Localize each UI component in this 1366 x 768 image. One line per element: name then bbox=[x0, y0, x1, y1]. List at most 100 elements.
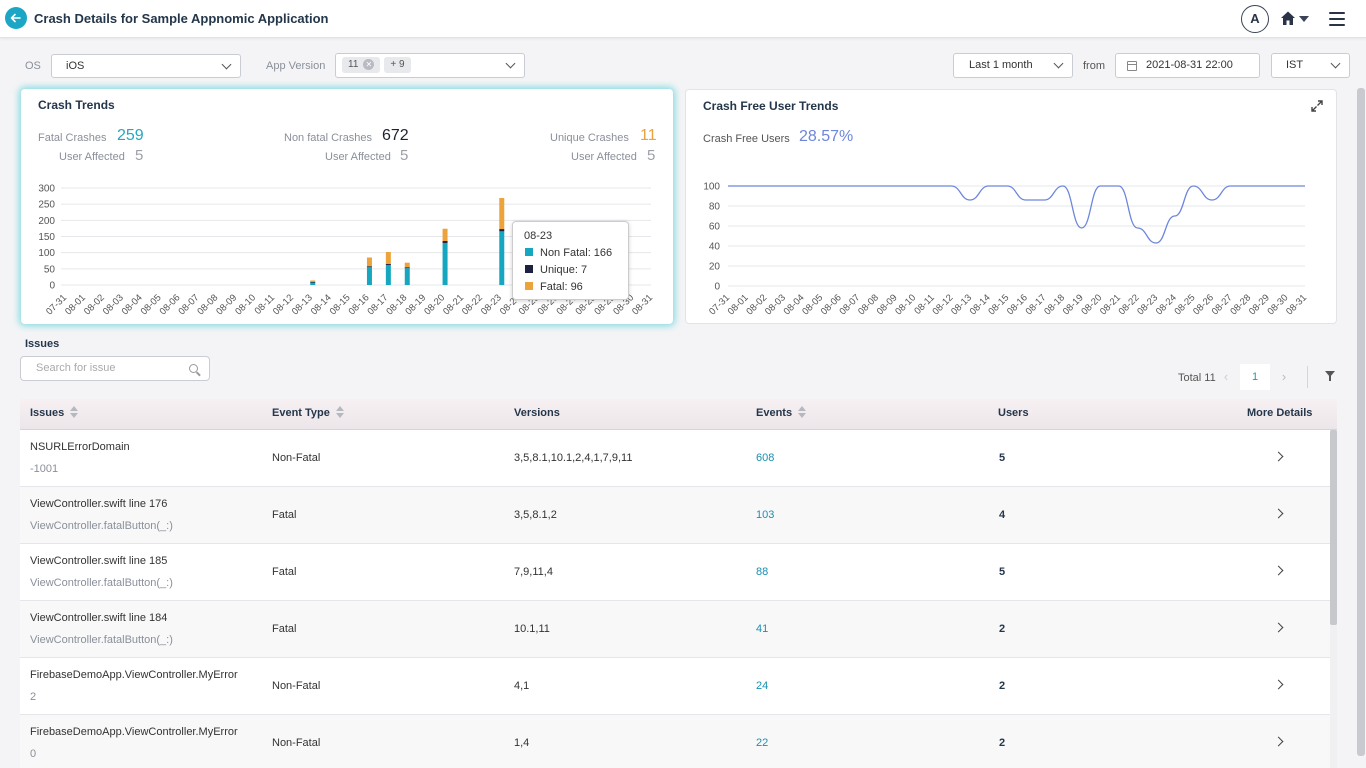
close-icon[interactable]: ✕ bbox=[363, 59, 375, 70]
events-link[interactable]: 22 bbox=[756, 737, 769, 749]
x-tick-label: 08-01 bbox=[63, 292, 88, 317]
legend-swatch bbox=[525, 265, 533, 273]
app-version-more-chip[interactable]: + 9 bbox=[384, 57, 411, 73]
events-link[interactable]: 41 bbox=[756, 623, 769, 635]
issue-title[interactable]: NSURLErrorDomain bbox=[30, 441, 130, 453]
table-row[interactable]: ViewController.swift line 184 ViewControl… bbox=[20, 601, 1330, 658]
y-tick-label: 150 bbox=[38, 232, 55, 243]
issue-search-input[interactable]: Search for issue bbox=[20, 356, 210, 381]
app-version-chip[interactable]: 11 ✕ bbox=[342, 57, 381, 73]
table-scrollbar[interactable] bbox=[1330, 430, 1337, 625]
crash-trends-card[interactable]: Crash Trends Fatal Crashes 259 User Affe… bbox=[21, 89, 673, 324]
x-tick-label: 08-07 bbox=[176, 292, 201, 317]
prev-page-button[interactable]: ‹ bbox=[1223, 369, 1229, 384]
nonfatal-users-label: User Affected bbox=[325, 151, 391, 163]
from-date-input[interactable]: 2021-08-31 22:00 bbox=[1115, 53, 1260, 78]
sort-icon[interactable] bbox=[335, 406, 345, 418]
time-range-select[interactable]: Last 1 month bbox=[953, 53, 1073, 78]
filter-icon[interactable] bbox=[1325, 371, 1335, 381]
x-tick-label: 08-02 bbox=[744, 292, 769, 317]
table-row[interactable]: FirebaseDemoApp.ViewController.MyError 2 N… bbox=[20, 658, 1330, 715]
table-row[interactable]: ViewController.swift line 176 ViewControl… bbox=[20, 487, 1330, 544]
issue-subtitle: ViewController.fatalButton(_:) bbox=[30, 520, 173, 532]
issue-title[interactable]: ViewController.swift line 184 bbox=[30, 612, 168, 624]
x-tick-label: 08-22 bbox=[460, 292, 485, 317]
x-tick-label: 08-05 bbox=[139, 292, 164, 317]
fatal-crashes-label: Fatal Crashes bbox=[38, 132, 107, 144]
x-tick-label: 08-10 bbox=[893, 292, 918, 317]
bar-segment bbox=[366, 267, 372, 285]
back-button[interactable] bbox=[5, 7, 27, 29]
x-tick-label: 08-15 bbox=[986, 292, 1011, 317]
next-page-button[interactable]: › bbox=[1281, 369, 1287, 384]
crash-free-users-card[interactable]: Crash Free User Trends Crash Free Users … bbox=[685, 89, 1337, 324]
expand-icon[interactable] bbox=[1310, 99, 1324, 113]
chevron-right-icon[interactable] bbox=[1273, 451, 1284, 462]
issues-heading: Issues bbox=[25, 338, 60, 350]
chevron-right-icon[interactable] bbox=[1273, 565, 1284, 576]
nonfatal-crashes-label: Non fatal Crashes bbox=[284, 132, 373, 144]
events-link[interactable]: 608 bbox=[756, 452, 775, 464]
app-header: Crash Details for Sample Appnomic Applic… bbox=[0, 0, 1366, 38]
time-range-value: Last 1 month bbox=[969, 59, 1033, 71]
col-event-type[interactable]: Event Type bbox=[272, 406, 345, 419]
bar-segment bbox=[499, 198, 505, 230]
users-cell: 4 bbox=[999, 509, 1006, 521]
crash-free-chart[interactable]: 02040608010007-3108-0108-0208-0308-0408-… bbox=[686, 90, 1338, 325]
x-tick-label: 08-27 bbox=[1210, 292, 1235, 317]
col-event-type-label: Event Type bbox=[272, 407, 330, 419]
col-events-label: Events bbox=[756, 407, 793, 419]
issue-title[interactable]: FirebaseDemoApp.ViewController.MyError bbox=[30, 669, 238, 681]
events-link[interactable]: 24 bbox=[756, 680, 769, 692]
chevron-right-icon[interactable] bbox=[1273, 736, 1284, 747]
x-tick-label: 08-08 bbox=[195, 292, 220, 317]
table-row[interactable]: NSURLErrorDomain -1001 Non-Fatal 3,5,8.1,10… bbox=[20, 430, 1330, 487]
bar-segment bbox=[404, 267, 410, 269]
x-tick-label: 08-01 bbox=[726, 292, 751, 317]
user-avatar[interactable]: A bbox=[1241, 5, 1269, 33]
x-tick-label: 08-13 bbox=[290, 292, 315, 317]
issue-subtitle: -1001 bbox=[30, 463, 59, 475]
search-icon[interactable] bbox=[189, 364, 198, 373]
current-page[interactable]: 1 bbox=[1240, 364, 1270, 390]
chevron-right-icon[interactable] bbox=[1273, 622, 1284, 633]
x-tick-label: 08-03 bbox=[763, 292, 788, 317]
y-tick-label: 100 bbox=[38, 248, 55, 259]
col-events[interactable]: Events bbox=[756, 406, 807, 419]
chevron-right-icon[interactable] bbox=[1273, 508, 1284, 519]
issue-title[interactable]: ViewController.swift line 176 bbox=[30, 498, 168, 510]
x-tick-label: 08-14 bbox=[309, 292, 334, 317]
table-row[interactable]: ViewController.swift line 185 ViewControl… bbox=[20, 544, 1330, 601]
page-scrollbar[interactable] bbox=[1357, 88, 1365, 756]
tooltip-unique-text: Unique: 7 bbox=[540, 264, 588, 276]
hamburger-menu-icon[interactable] bbox=[1329, 12, 1345, 26]
col-users: Users bbox=[998, 407, 1029, 419]
sort-icon[interactable] bbox=[798, 406, 807, 418]
bar-segment bbox=[310, 282, 316, 285]
col-issues[interactable]: Issues bbox=[30, 406, 79, 419]
crash-free-users-label: Crash Free Users bbox=[703, 133, 790, 145]
timezone-select[interactable]: IST bbox=[1271, 53, 1350, 78]
events-link[interactable]: 103 bbox=[756, 509, 775, 521]
x-tick-label: 08-25 bbox=[1172, 292, 1197, 317]
os-select[interactable]: iOS bbox=[51, 54, 241, 78]
versions-cell: 10.1,11 bbox=[514, 623, 550, 635]
app-version-select[interactable]: 11 ✕ + 9 bbox=[335, 53, 525, 78]
table-row[interactable]: FirebaseDemoApp.ViewController.MyError 0 N… bbox=[20, 715, 1330, 768]
total-count: Total 11 bbox=[1178, 372, 1216, 384]
event-type-cell: Fatal bbox=[272, 509, 297, 521]
chevron-right-icon[interactable] bbox=[1273, 679, 1284, 690]
fatal-users-value: 5 bbox=[135, 147, 144, 164]
events-link[interactable]: 88 bbox=[756, 566, 769, 578]
from-label: from bbox=[1083, 60, 1105, 72]
issue-title[interactable]: FirebaseDemoApp.ViewController.MyError bbox=[30, 726, 238, 738]
unique-crashes-label: Unique Crashes bbox=[550, 132, 629, 144]
timezone-value: IST bbox=[1286, 59, 1304, 71]
home-menu-button[interactable] bbox=[1280, 10, 1312, 28]
issue-title[interactable]: ViewController.swift line 185 bbox=[30, 555, 168, 567]
sort-icon[interactable] bbox=[70, 406, 79, 418]
x-tick-label: 08-24 bbox=[1154, 292, 1179, 317]
x-tick-label: 08-18 bbox=[384, 292, 409, 317]
x-tick-label: 08-26 bbox=[1191, 292, 1216, 317]
from-date-value: 2021-08-31 22:00 bbox=[1146, 59, 1233, 71]
